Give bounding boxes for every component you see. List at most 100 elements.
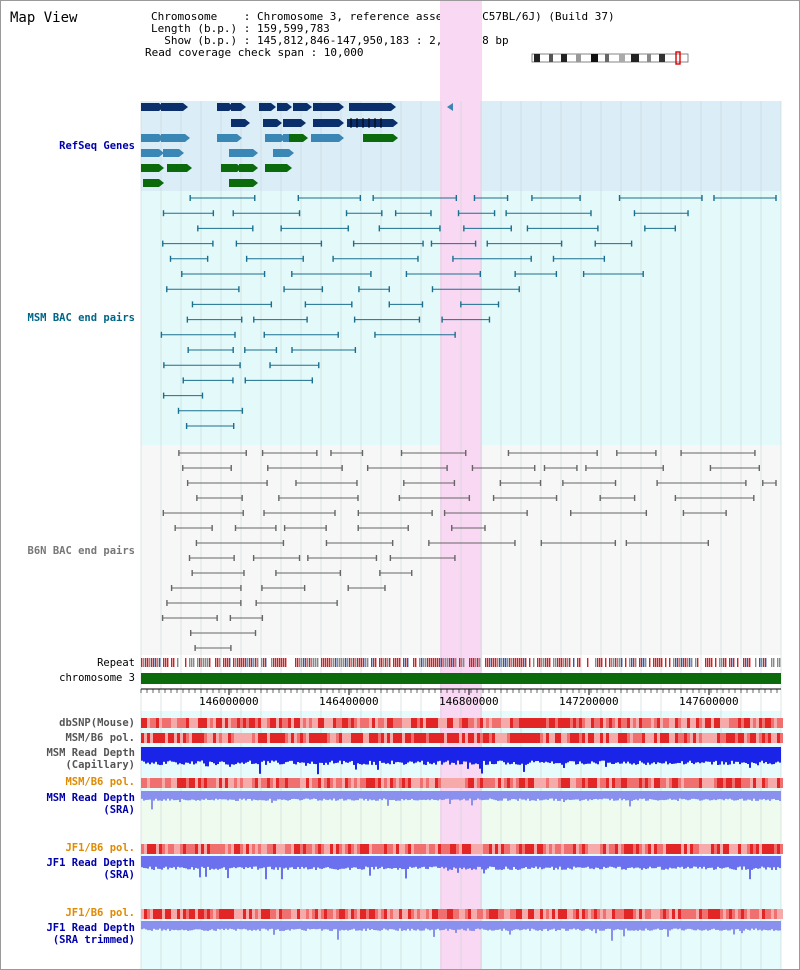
gene-strand-arrow bbox=[253, 164, 258, 172]
heatmap-cell bbox=[651, 718, 654, 728]
read-depth-bar bbox=[371, 921, 373, 930]
heatmap-cell bbox=[474, 778, 477, 788]
chromosome-track-label[interactable]: chromosome 3 bbox=[59, 672, 135, 684]
read-depth-bar bbox=[665, 747, 667, 762]
jf1-b6-pol-label-2[interactable]: JF1/B6 pol. bbox=[65, 907, 135, 919]
read-depth-bar bbox=[151, 791, 153, 810]
read-depth-bar bbox=[239, 921, 241, 930]
heatmap-cell bbox=[399, 718, 402, 728]
heatmap-cell bbox=[489, 844, 492, 854]
repeat-element bbox=[689, 658, 691, 667]
read-depth-bar bbox=[685, 921, 687, 930]
repeat-element bbox=[301, 658, 303, 667]
read-depth-bar bbox=[461, 856, 463, 870]
read-depth-bar bbox=[679, 856, 681, 868]
msm-depth-sra-label[interactable]: MSM Read Depth (SRA) bbox=[46, 792, 135, 816]
heatmap-cell bbox=[213, 778, 216, 788]
read-depth-bar bbox=[413, 747, 415, 764]
read-depth-bar bbox=[701, 921, 703, 931]
read-depth-bar bbox=[715, 747, 717, 761]
read-depth-bar bbox=[341, 856, 343, 869]
read-depth-bar bbox=[683, 791, 685, 799]
read-depth-bar bbox=[563, 791, 565, 803]
chromosome-ideogram[interactable] bbox=[531, 51, 689, 65]
msm-bac-track[interactable] bbox=[160, 195, 777, 429]
read-depth-bar bbox=[703, 856, 705, 867]
dbsnp-track-label[interactable]: dbSNP(Mouse) bbox=[59, 717, 135, 729]
heatmap-cell bbox=[360, 909, 363, 919]
b6n-bac-track-label[interactable]: B6N BAC end pairs bbox=[27, 545, 135, 557]
read-depth-bar bbox=[441, 856, 443, 867]
repeat-track-label[interactable]: Repeat bbox=[97, 657, 135, 669]
read-depth-bar bbox=[167, 791, 169, 799]
b6n-bac-track[interactable] bbox=[161, 450, 777, 651]
read-depth-bar bbox=[693, 921, 695, 931]
heatmap-cell bbox=[156, 718, 159, 728]
read-depth-bar bbox=[231, 856, 233, 868]
heatmap-cell bbox=[378, 844, 381, 854]
heatmap-cell bbox=[270, 733, 273, 743]
repeat-element bbox=[329, 658, 331, 667]
heatmap-cell bbox=[651, 909, 654, 919]
repeat-element bbox=[425, 658, 427, 667]
heatmap-cell bbox=[519, 733, 522, 743]
jf1-b6-pol-label-1[interactable]: JF1/B6 pol. bbox=[65, 842, 135, 854]
jf1-depth-sra-label[interactable]: JF1 Read Depth (SRA) bbox=[46, 857, 135, 881]
read-depth-bar bbox=[227, 921, 229, 930]
repeat-element bbox=[691, 658, 693, 667]
heatmap-cell bbox=[354, 778, 357, 788]
read-depth-bar bbox=[653, 856, 655, 869]
heatmap-cell bbox=[204, 718, 207, 728]
read-depth-bar bbox=[623, 791, 625, 799]
read-depth-bar bbox=[763, 791, 765, 799]
msm-depth-capillary-label[interactable]: MSM Read Depth (Capillary) bbox=[46, 747, 135, 771]
read-depth-bar bbox=[557, 747, 559, 764]
heatmap-cell bbox=[720, 844, 723, 854]
read-depth-bar bbox=[153, 791, 155, 801]
read-depth-bar bbox=[437, 747, 439, 762]
heatmap-cell bbox=[435, 909, 438, 919]
repeat-element bbox=[517, 658, 519, 667]
read-depth-bar bbox=[657, 747, 659, 763]
axis-tick-label: 146400000 bbox=[319, 695, 379, 708]
read-depth-bar bbox=[525, 856, 527, 868]
heatmap-cell bbox=[525, 909, 528, 919]
refseq-track-label[interactable]: RefSeq Genes bbox=[59, 140, 135, 152]
read-depth-bar bbox=[185, 921, 187, 930]
read-depth-bar bbox=[421, 921, 423, 931]
read-depth-bar bbox=[357, 921, 359, 931]
read-depth-bar bbox=[547, 856, 549, 868]
jf1-depth-sra-line2: (SRA) bbox=[103, 869, 135, 881]
heatmap-cell bbox=[300, 733, 303, 743]
heatmap-cell bbox=[255, 733, 258, 743]
read-depth-bar bbox=[283, 856, 285, 869]
heatmap-cell bbox=[687, 733, 690, 743]
heatmap-cell bbox=[627, 778, 630, 788]
heatmap-cell bbox=[687, 909, 690, 919]
heatmap-cell bbox=[369, 909, 372, 919]
read-depth-bar bbox=[371, 856, 373, 867]
heatmap-cell bbox=[531, 909, 534, 919]
repeat-element bbox=[215, 658, 217, 667]
jf1-depth-trimmed-label[interactable]: JF1 Read Depth (SRA trimmed) bbox=[46, 922, 135, 946]
heatmap-cell bbox=[576, 718, 579, 728]
refseq-gene-track[interactable] bbox=[141, 103, 453, 187]
read-depth-bar bbox=[567, 791, 569, 800]
msm-b6-pol-label-2[interactable]: MSM/B6 pol. bbox=[65, 776, 135, 788]
heatmap-cell bbox=[183, 733, 186, 743]
heatmap-cell bbox=[330, 909, 333, 919]
heatmap-cell bbox=[774, 909, 777, 919]
heatmap-cell bbox=[204, 778, 207, 788]
read-depth-bar bbox=[171, 791, 173, 800]
heatmap-cell bbox=[684, 778, 687, 788]
heatmap-cell bbox=[771, 778, 774, 788]
msm-b6-pol-label-1[interactable]: MSM/B6 pol. bbox=[65, 732, 135, 744]
msm-bac-track-label[interactable]: MSM BAC end pairs bbox=[27, 312, 135, 324]
heatmap-cell bbox=[339, 733, 342, 743]
read-depth-bar bbox=[187, 921, 189, 931]
read-depth-bar bbox=[243, 921, 245, 929]
heatmap-cell bbox=[381, 778, 384, 788]
read-depth-bar bbox=[385, 921, 387, 930]
heatmap-cell bbox=[753, 718, 756, 728]
